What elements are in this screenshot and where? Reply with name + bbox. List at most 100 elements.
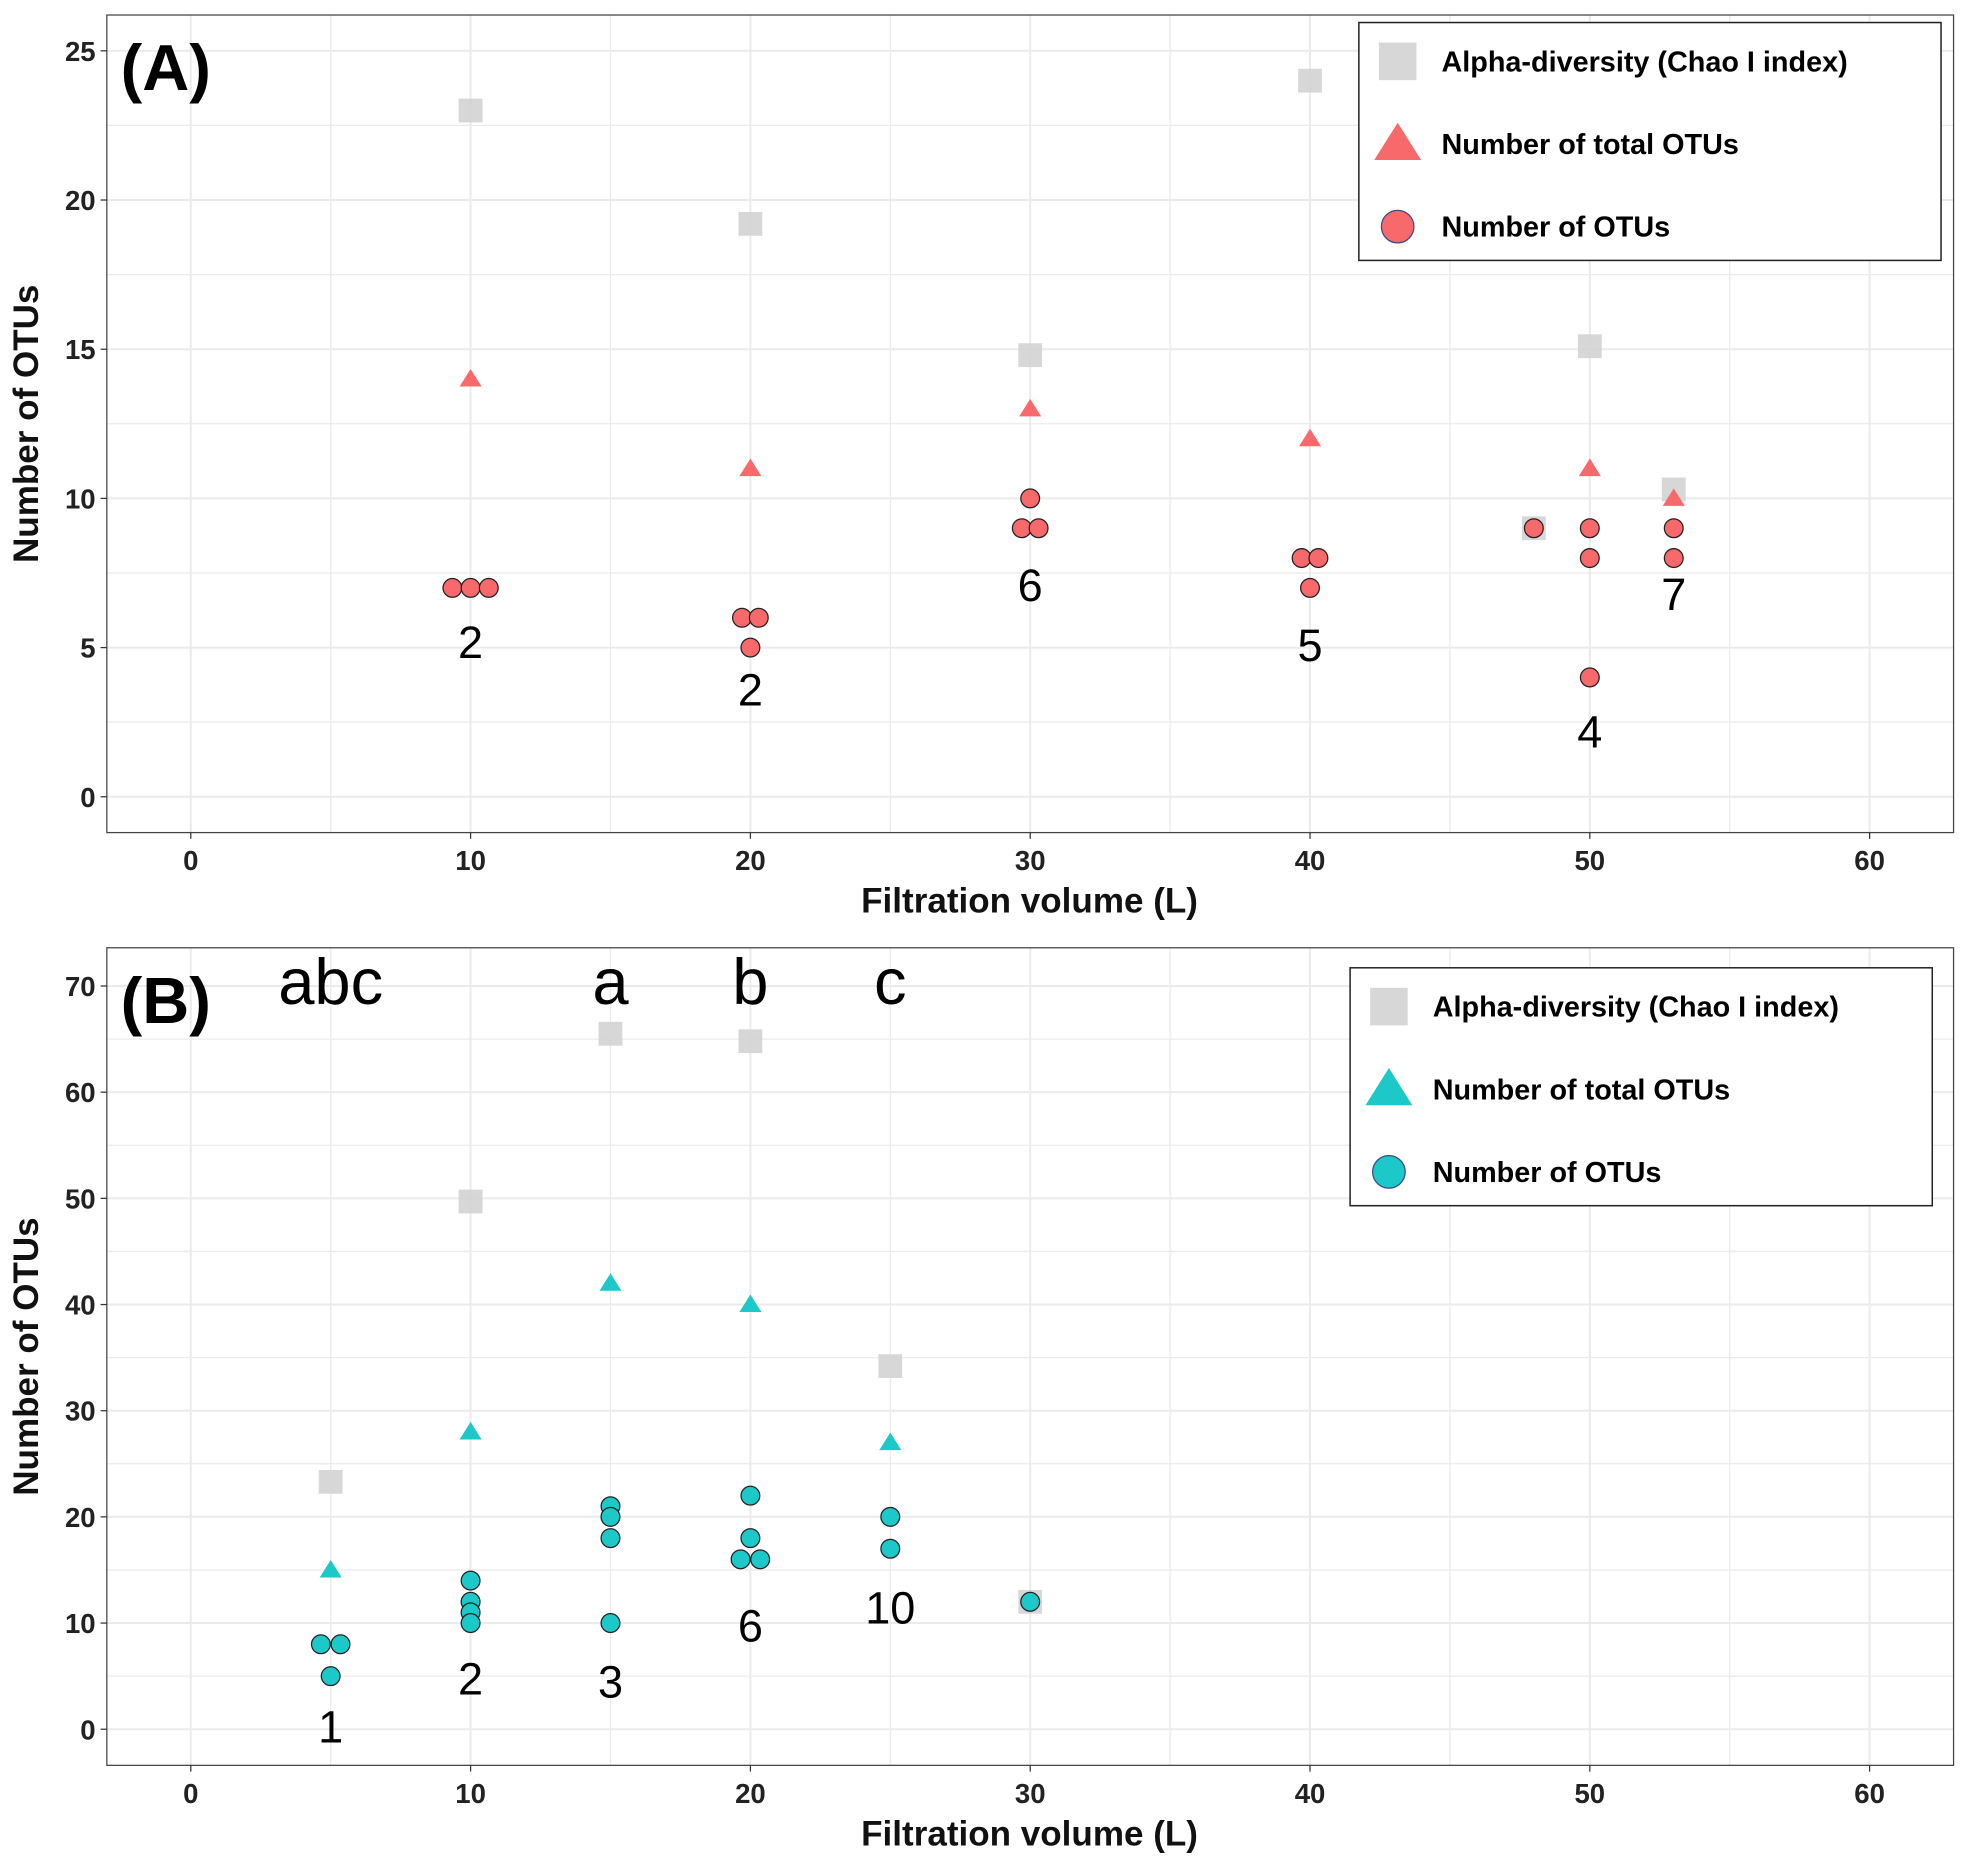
y-tick-label: 5 [80, 633, 95, 664]
legend-item-label: Alpha-diversity (Chao I index) [1433, 992, 1839, 1024]
circle-point [740, 1485, 761, 1506]
x-axis-label: Filtration volume (L) [861, 882, 1198, 921]
circle-point [600, 1528, 621, 1549]
circle-point [1299, 577, 1321, 598]
circle-point [1579, 667, 1600, 688]
legend-item-label: Number of OTUs [1441, 212, 1670, 244]
significance-letter: a [592, 945, 629, 1018]
group-count-label: 5 [1297, 620, 1322, 671]
square-point [458, 1189, 483, 1214]
x-tick-label: 60 [1854, 845, 1885, 876]
circle-point [1020, 1591, 1041, 1612]
y-tick-label: 10 [65, 1608, 96, 1639]
y-tick-label: 60 [65, 1077, 96, 1108]
circle-point [731, 607, 753, 628]
panel-label: (A) [121, 31, 211, 104]
x-tick-label: 50 [1575, 1778, 1606, 1809]
legend-item-label: Number of total OTUs [1433, 1074, 1730, 1106]
circle-point [1663, 548, 1684, 569]
y-tick-label: 30 [65, 1396, 96, 1427]
y-tick-label: 0 [80, 1714, 95, 1745]
group-count-label: 6 [1018, 560, 1043, 611]
circle-point [330, 1634, 351, 1655]
square-point [738, 1029, 763, 1054]
group-count-label: 3 [598, 1657, 623, 1708]
square-point [1577, 334, 1602, 359]
x-tick-label: 20 [735, 1778, 766, 1809]
circle-point [1579, 548, 1600, 569]
y-tick-label: 25 [65, 36, 96, 67]
series-triangle [319, 1273, 902, 1578]
series-triangle [459, 369, 1685, 506]
x-tick-label: 10 [455, 1778, 486, 1809]
y-tick-label: 70 [65, 971, 96, 1002]
circle-point [1011, 518, 1032, 539]
square-point [1018, 343, 1043, 368]
x-tick-label: 40 [1295, 1778, 1326, 1809]
circle-point [880, 1506, 901, 1527]
triangle-point [319, 1559, 342, 1578]
legend-triangle-icon [1374, 122, 1422, 160]
y-tick-label: 0 [80, 782, 95, 813]
legend-square-icon [1378, 42, 1417, 81]
triangle-point [1298, 428, 1322, 447]
circle-point [1308, 548, 1329, 569]
series-circle [310, 1485, 1041, 1687]
x-tick-label: 30 [1015, 845, 1046, 876]
circle-point [740, 1528, 761, 1549]
x-tick-label: 50 [1575, 845, 1606, 876]
triangle-point [739, 458, 762, 477]
x-tick-label: 0 [183, 845, 198, 876]
triangle-point [1578, 458, 1601, 477]
circle-point [600, 1506, 621, 1527]
legend-circle-icon [1380, 209, 1415, 244]
y-axis-label: Number of OTUs [7, 1217, 46, 1495]
legend-item-label: Number of OTUs [1433, 1157, 1662, 1189]
circle-point [460, 577, 481, 598]
square-point [1298, 68, 1322, 93]
triangle-point [1019, 398, 1042, 417]
group-count-label: 10 [865, 1582, 915, 1633]
circle-point [740, 637, 761, 658]
triangle-point [599, 1273, 622, 1291]
y-tick-label: 20 [65, 185, 96, 216]
circle-point [1020, 488, 1041, 509]
circle-point [1523, 518, 1544, 539]
group-count-label: 1 [318, 1701, 343, 1752]
legend-item-label: Number of total OTUs [1441, 129, 1738, 161]
x-tick-label: 10 [455, 845, 486, 876]
legend: Alpha-diversity (Chao I index) Number of … [1349, 967, 1934, 1207]
circle-point [1663, 518, 1684, 539]
legend-item-label: Alpha-diversity (Chao I index) [1441, 46, 1847, 78]
group-count-label: 2 [458, 617, 483, 668]
y-axis-label: Number of OTUs [7, 285, 46, 563]
y-tick-label: 15 [65, 334, 96, 365]
group-count-label: 7 [1661, 569, 1686, 620]
circle-point [460, 1613, 481, 1634]
circle-point [748, 607, 769, 628]
circle-point [730, 1549, 751, 1570]
panel-label: (B) [121, 964, 211, 1037]
circle-point [320, 1666, 341, 1687]
triangle-point [459, 369, 482, 387]
legend-circle-icon [1372, 1154, 1406, 1189]
group-count-label: 2 [458, 1654, 483, 1705]
circle-point [460, 1570, 481, 1591]
circle-point [880, 1538, 901, 1559]
x-tick-label: 30 [1015, 1778, 1046, 1809]
circle-point [442, 577, 463, 598]
triangle-point [739, 1294, 762, 1313]
x-tick-label: 60 [1854, 1778, 1885, 1809]
square-point [878, 1354, 903, 1379]
x-axis-label: Filtration volume (L) [861, 1814, 1198, 1853]
circle-point [750, 1549, 771, 1570]
significance-letter: b [732, 945, 768, 1018]
x-tick-label: 0 [183, 1778, 198, 1809]
significance-letter: c [874, 945, 907, 1018]
square-point [598, 1021, 623, 1046]
square-point [318, 1469, 343, 1494]
legend: Alpha-diversity (Chao I index) Number of … [1358, 21, 1942, 262]
significance-letter: abc [278, 945, 383, 1018]
legend-square-icon [1370, 987, 1408, 1026]
